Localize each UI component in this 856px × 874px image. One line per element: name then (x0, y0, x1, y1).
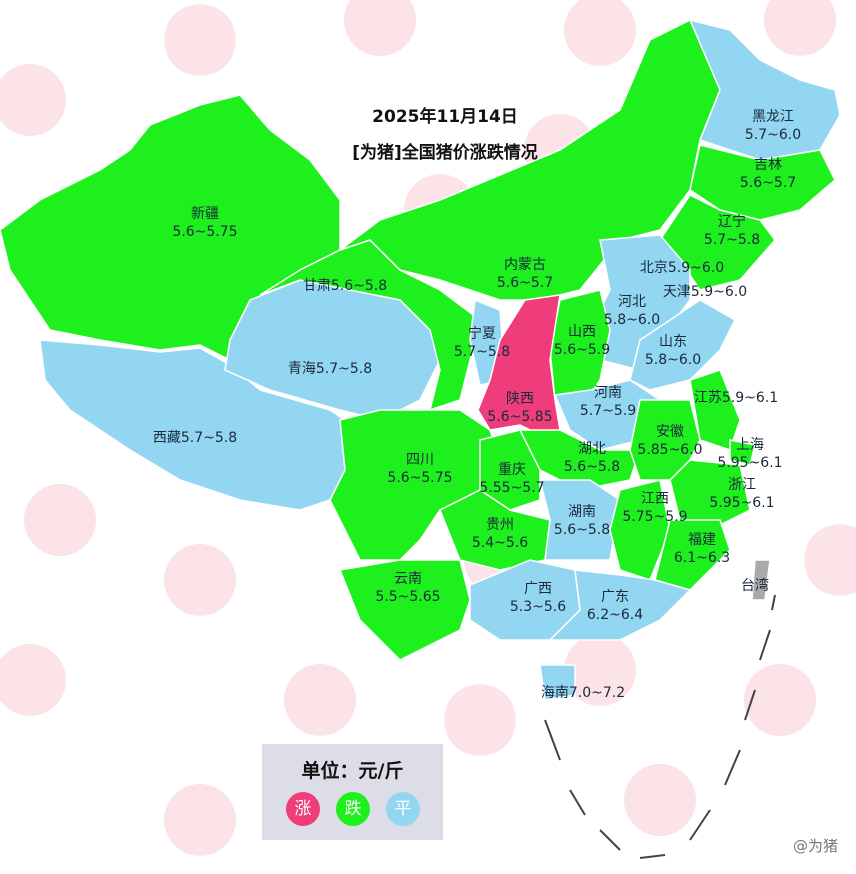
province-price-range: 5.6~5.8 (564, 459, 620, 475)
province-price-range: 5.85~6.0 (637, 442, 702, 458)
province-label: 甘肃5.6~5.8 (303, 278, 387, 294)
province-price-range: 5.7~6.0 (745, 127, 801, 143)
province-name: 广西 (524, 581, 552, 597)
province-price-range: 6.1~6.3 (674, 550, 730, 566)
province-25 (729, 439, 756, 466)
province-price-range: 5.7~5.9 (580, 403, 636, 419)
watermark-circle (164, 784, 236, 856)
province-6 (689, 144, 836, 221)
province-price-range: 5.6~5.75 (387, 470, 452, 486)
province-label: 江苏5.9~6.1 (694, 390, 778, 406)
province-labels: 新疆 5.6~5.75 西藏5.7~5.8 青海5.7~5.8 甘肃5.6~5.8 内蒙古… (153, 109, 801, 701)
watermark-circle (744, 664, 816, 736)
province-price-range: 5.6~5.75 (172, 224, 237, 240)
province-name: 新疆 (191, 206, 219, 222)
nine-dash-line (544, 594, 776, 859)
legend-rise: 涨 (286, 792, 320, 826)
watermark-circle (344, 0, 416, 56)
watermark-circle (804, 524, 856, 596)
province-price-range: 5.6~5.7 (497, 275, 553, 291)
map-date: 2025年11月14日 (372, 106, 518, 127)
province-5 (688, 18, 841, 161)
province-name: 四川 (406, 452, 434, 468)
province-name: 江西 (641, 491, 669, 507)
province-price-range: 6.2~6.4 (587, 607, 643, 623)
province-price-range: 5.4~5.6 (472, 535, 528, 551)
province-name: 内蒙古 (504, 257, 546, 273)
province-label: 天津5.9~6.0 (663, 284, 747, 300)
watermark-circle (624, 764, 696, 836)
province-24 (689, 369, 741, 451)
province-price-range: 5.6~5.7 (740, 175, 796, 191)
unit-label: 单位：元/斤 (301, 760, 404, 782)
province-label: 青海5.7~5.8 (288, 361, 372, 377)
credit: @为猪 (792, 837, 838, 855)
province-price-range: 5.3~5.6 (510, 599, 566, 615)
province-name: 重庆 (498, 462, 526, 478)
watermark-circle (0, 64, 66, 136)
watermark-circle (24, 484, 96, 556)
watermark-circle (164, 4, 236, 76)
province-30 (539, 664, 576, 701)
watermark-circle (164, 544, 236, 616)
province-31 (751, 559, 771, 601)
province-price-range: 5.8~6.0 (604, 312, 660, 328)
province-29 (548, 569, 692, 641)
province-price-range: 5.6~5.8 (554, 522, 610, 538)
province-label: 海南7.0~7.2 (541, 685, 625, 701)
province-price-range: 5.95~6.1 (709, 495, 774, 511)
province-20 (338, 559, 471, 661)
province-name: 山西 (568, 324, 596, 340)
watermark-circle (284, 664, 356, 736)
province-name: 吉林 (754, 157, 782, 173)
province-price-range: 5.6~5.9 (554, 342, 610, 358)
province-name: 宁夏 (468, 325, 496, 342)
province-21 (539, 479, 621, 561)
province-name: 辽宁 (718, 213, 746, 230)
province-price-range: 5.6~5.85 (487, 409, 552, 425)
province-name: 福建 (688, 532, 716, 548)
legend: 单位：元/斤 涨 跌 平 (262, 744, 443, 840)
province-price-range: 5.95~6.1 (717, 455, 782, 471)
province-price-range: 5.5~5.65 (375, 589, 440, 605)
province-label: 北京5.9~6.0 (640, 260, 724, 276)
watermark-circle (444, 684, 516, 756)
province-regions (0, 18, 841, 701)
province-price-range: 5.7~5.8 (704, 232, 760, 248)
province-name: 安徽 (656, 424, 684, 440)
legend-fall: 跌 (336, 792, 370, 826)
province-name: 山东 (659, 334, 687, 350)
province-price-range: 5.7~5.8 (454, 344, 510, 360)
province-price-range: 5.55~5.7 (479, 480, 544, 496)
province-name: 浙江 (728, 477, 756, 493)
watermark-circle (0, 644, 66, 716)
province-price-range: 5.8~6.0 (645, 352, 701, 368)
province-name: 河北 (618, 294, 646, 310)
province-label: 西藏5.7~5.8 (153, 430, 237, 446)
watermark-circle (564, 634, 636, 706)
province-27 (654, 519, 731, 591)
province-price-range: 5.75~5.9 (622, 509, 687, 525)
province-name: 云南 (394, 571, 422, 587)
watermark-circle (564, 0, 636, 66)
province-name: 湖南 (568, 504, 596, 520)
province-name: 黑龙江 (752, 109, 794, 125)
legend-flat: 平 (386, 792, 420, 826)
map-subtitle: [为猪]全国猪价涨跌情况 (352, 142, 538, 163)
province-label: 台湾 (741, 577, 769, 594)
watermark-circle (764, 0, 836, 56)
province-name: 上海 (736, 437, 764, 453)
province-name: 湖北 (578, 441, 606, 457)
province-name: 广东 (601, 589, 629, 605)
province-name: 河南 (594, 385, 622, 401)
province-name: 贵州 (486, 517, 514, 533)
province-name: 陕西 (506, 391, 534, 407)
